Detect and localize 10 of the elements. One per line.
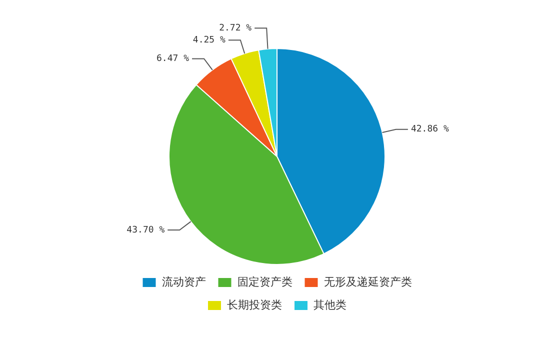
legend-label: 其他类 <box>314 298 346 312</box>
legend-label: 固定资产类 <box>237 275 292 288</box>
data-label: 6.47 % <box>156 54 190 64</box>
legend-label: 无形及递延资产类 <box>324 275 412 288</box>
data-label: 2.72 % <box>219 23 252 34</box>
data-label: 4.25 % <box>192 35 226 46</box>
legend-label: 长期投资类 <box>227 298 282 312</box>
legend-label: 流动资产 <box>162 275 206 288</box>
data-label: 42.86 % <box>410 124 450 135</box>
data-label: 43.70 % <box>126 225 166 236</box>
